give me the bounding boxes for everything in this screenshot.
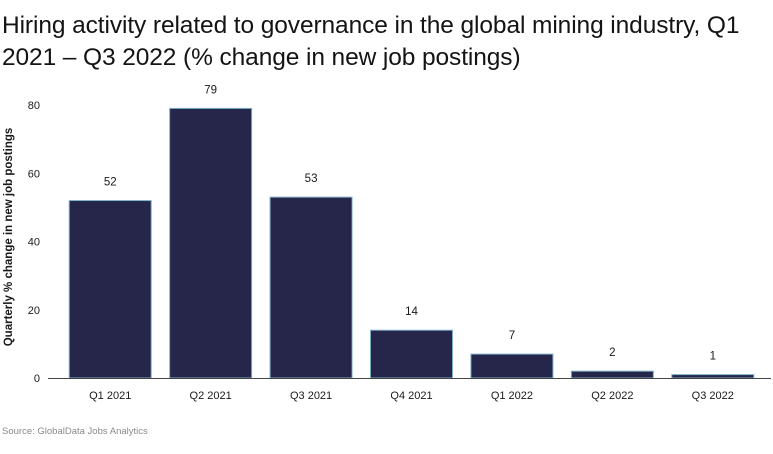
bar <box>169 107 253 379</box>
x-tick-label: Q3 2022 <box>692 390 734 402</box>
data-label: 53 <box>305 173 318 185</box>
y-axis-label: Quarterly % change in new job postings <box>3 128 15 347</box>
bar <box>470 353 554 379</box>
data-label: 2 <box>609 347 615 359</box>
data-label: 14 <box>405 306 418 318</box>
source-note: Source: GlobalData Jobs Analytics <box>2 426 148 437</box>
x-tick-label: Q4 2021 <box>390 390 432 402</box>
bar <box>570 370 654 379</box>
y-tick-label: 0 <box>34 373 40 385</box>
data-label: 52 <box>104 177 117 189</box>
y-axis-ticks: 0 20 40 60 80 <box>28 100 40 385</box>
y-tick-label: 20 <box>28 305 40 317</box>
data-label: 79 <box>204 84 217 96</box>
bar <box>671 374 755 379</box>
x-tick-label: Q1 2021 <box>89 390 131 402</box>
x-axis-tick-labels: Q1 2021 Q2 2021 Q3 2021 Q4 2021 Q1 2022 Q2 20… <box>89 390 734 402</box>
chart-title: Hiring activity related to governance in… <box>2 12 740 71</box>
x-tick-label: Q3 2021 <box>290 390 332 402</box>
x-tick-label: Q2 2022 <box>591 390 633 402</box>
y-tick-label: 80 <box>28 100 40 112</box>
bar <box>68 200 152 379</box>
y-tick-label: 40 <box>28 237 40 249</box>
data-label: 7 <box>509 330 515 342</box>
x-tick-label: Q1 2022 <box>491 390 533 402</box>
data-labels: 52 79 53 14 7 2 1 <box>104 84 716 362</box>
bars <box>68 107 755 379</box>
bar <box>269 196 353 379</box>
data-label: 1 <box>710 351 716 363</box>
bar <box>370 329 453 379</box>
y-tick-label: 60 <box>28 168 40 180</box>
x-tick-label: Q2 2021 <box>190 390 232 402</box>
